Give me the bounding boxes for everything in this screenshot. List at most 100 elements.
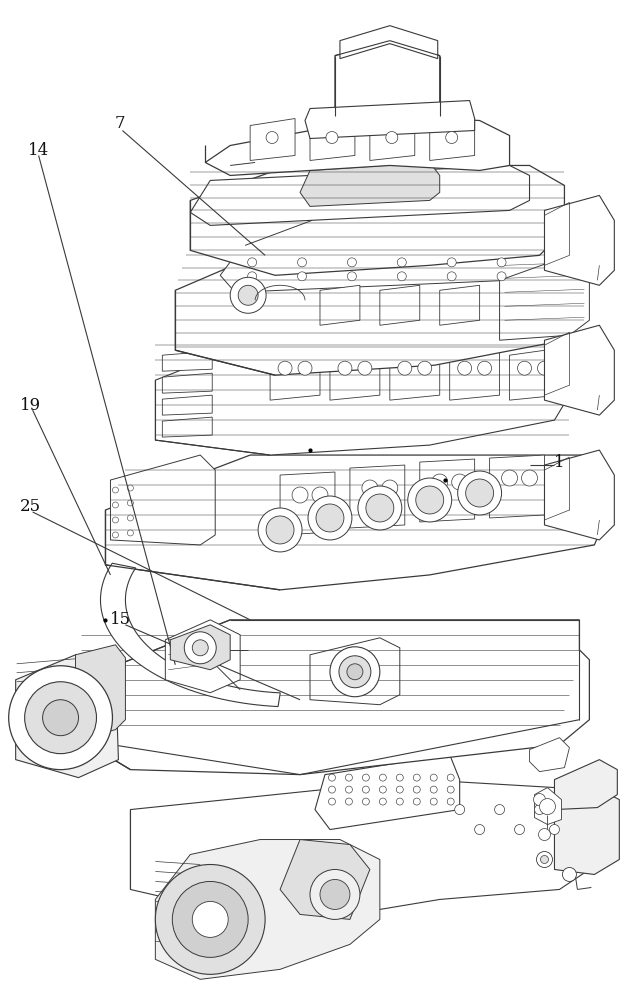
Circle shape	[447, 272, 456, 281]
Circle shape	[533, 794, 545, 806]
Polygon shape	[545, 450, 614, 540]
Circle shape	[230, 277, 266, 313]
Circle shape	[413, 798, 420, 805]
Polygon shape	[449, 348, 500, 400]
Polygon shape	[130, 780, 590, 919]
Polygon shape	[190, 165, 565, 275]
Polygon shape	[190, 165, 530, 225]
Polygon shape	[270, 348, 320, 400]
Polygon shape	[81, 620, 590, 775]
Circle shape	[320, 879, 350, 909]
Circle shape	[155, 864, 265, 974]
Circle shape	[501, 470, 518, 486]
Text: 19: 19	[20, 397, 41, 414]
Circle shape	[386, 132, 398, 143]
Circle shape	[379, 798, 386, 805]
Circle shape	[538, 361, 552, 375]
Circle shape	[9, 666, 113, 770]
Text: 25: 25	[20, 498, 41, 515]
Circle shape	[362, 774, 369, 781]
Circle shape	[366, 494, 394, 522]
Circle shape	[454, 805, 464, 815]
Circle shape	[398, 361, 412, 375]
Circle shape	[266, 516, 294, 544]
Polygon shape	[530, 738, 570, 772]
Circle shape	[347, 664, 363, 680]
Polygon shape	[555, 760, 617, 810]
Circle shape	[396, 786, 403, 793]
Circle shape	[538, 829, 550, 841]
Polygon shape	[76, 645, 125, 740]
Polygon shape	[535, 788, 562, 825]
Polygon shape	[165, 620, 240, 693]
Polygon shape	[280, 840, 370, 919]
Circle shape	[278, 361, 292, 375]
Polygon shape	[545, 325, 614, 415]
Circle shape	[396, 774, 403, 781]
Circle shape	[475, 825, 485, 835]
Circle shape	[192, 901, 228, 937]
Circle shape	[379, 786, 386, 793]
Circle shape	[248, 258, 257, 267]
Polygon shape	[162, 351, 212, 371]
Circle shape	[172, 881, 248, 957]
Circle shape	[113, 532, 118, 538]
Polygon shape	[310, 119, 355, 160]
Circle shape	[128, 515, 133, 521]
Circle shape	[346, 786, 352, 793]
Circle shape	[329, 774, 336, 781]
Circle shape	[398, 258, 406, 267]
Circle shape	[497, 272, 506, 281]
Circle shape	[329, 786, 336, 793]
Circle shape	[430, 774, 437, 781]
Circle shape	[416, 486, 444, 514]
Circle shape	[398, 272, 406, 281]
Circle shape	[382, 480, 398, 496]
Circle shape	[521, 470, 538, 486]
Circle shape	[418, 361, 432, 375]
Circle shape	[338, 361, 352, 375]
Circle shape	[346, 798, 352, 805]
Circle shape	[330, 647, 380, 697]
Circle shape	[379, 774, 386, 781]
Polygon shape	[390, 348, 439, 400]
Circle shape	[310, 869, 360, 919]
Polygon shape	[101, 563, 280, 707]
Circle shape	[408, 478, 452, 522]
Polygon shape	[305, 101, 475, 139]
Polygon shape	[350, 465, 405, 528]
Polygon shape	[155, 335, 570, 455]
Circle shape	[128, 500, 133, 506]
Polygon shape	[330, 348, 380, 400]
Circle shape	[266, 132, 278, 143]
Circle shape	[432, 474, 448, 490]
Polygon shape	[155, 840, 380, 979]
Circle shape	[347, 258, 356, 267]
Polygon shape	[105, 455, 609, 590]
Circle shape	[478, 361, 491, 375]
Circle shape	[184, 632, 216, 664]
Circle shape	[312, 487, 328, 503]
Polygon shape	[162, 373, 212, 393]
Circle shape	[339, 656, 371, 688]
Circle shape	[452, 474, 468, 490]
Circle shape	[396, 798, 403, 805]
Circle shape	[362, 786, 369, 793]
Polygon shape	[490, 455, 545, 518]
Circle shape	[515, 825, 525, 835]
Polygon shape	[335, 41, 439, 126]
Circle shape	[113, 487, 118, 493]
Text: 15: 15	[110, 611, 131, 628]
Circle shape	[536, 852, 553, 867]
Polygon shape	[340, 26, 438, 59]
Polygon shape	[370, 119, 415, 160]
Circle shape	[413, 774, 420, 781]
Circle shape	[128, 530, 133, 536]
Circle shape	[24, 682, 96, 754]
Circle shape	[329, 798, 336, 805]
Circle shape	[447, 258, 456, 267]
Circle shape	[297, 272, 307, 281]
Polygon shape	[500, 255, 590, 340]
Polygon shape	[429, 119, 475, 160]
Circle shape	[497, 258, 506, 267]
